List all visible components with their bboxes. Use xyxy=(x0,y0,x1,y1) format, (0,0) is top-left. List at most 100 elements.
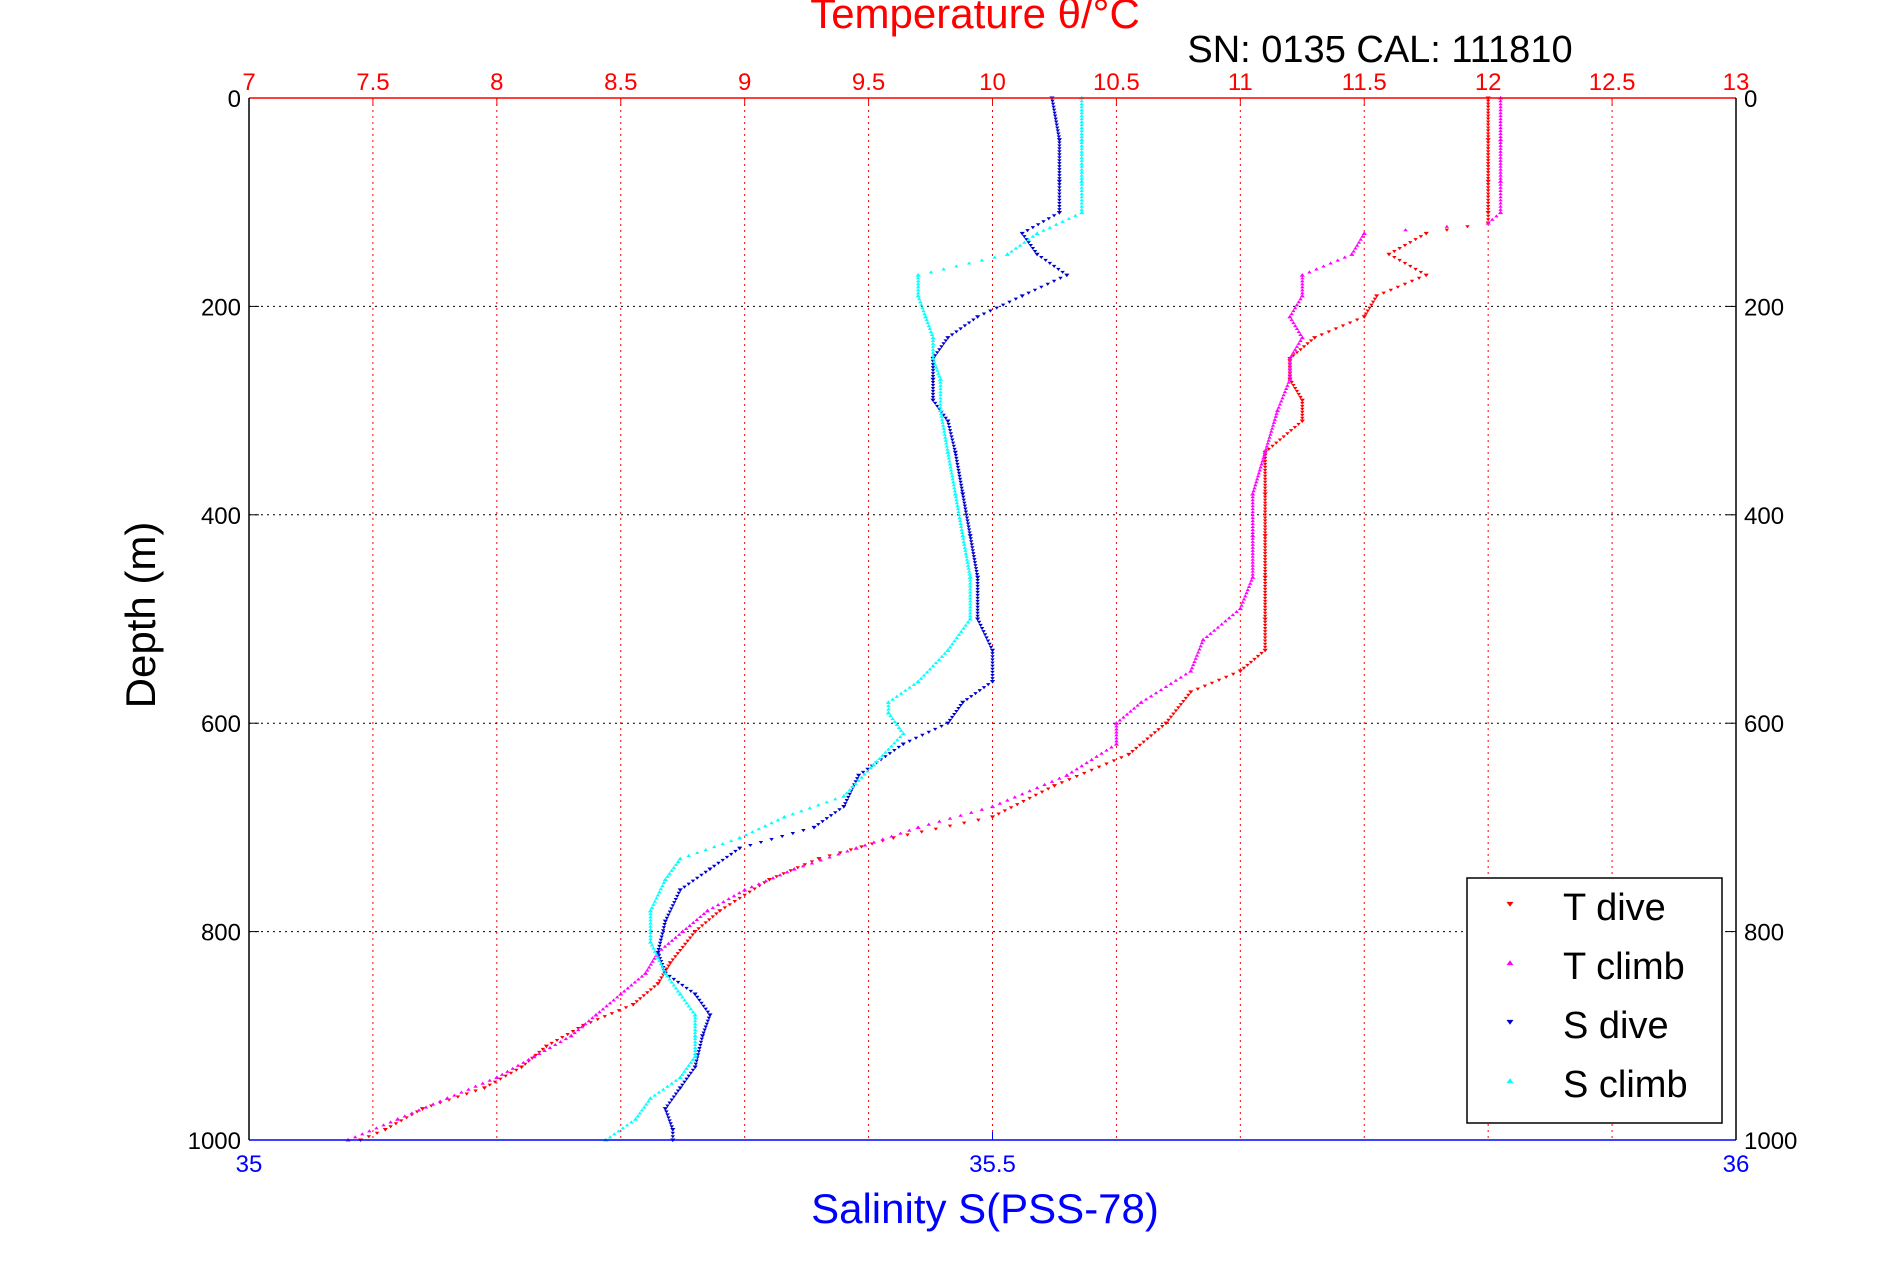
data-point xyxy=(1299,293,1305,298)
data-point xyxy=(975,575,981,580)
data-point xyxy=(630,1002,636,1007)
data-point xyxy=(1293,386,1298,391)
data-point xyxy=(705,1019,711,1023)
data-point xyxy=(977,689,982,693)
data-point xyxy=(660,929,666,933)
data-point xyxy=(1188,669,1194,673)
data-point xyxy=(1261,456,1266,460)
data-point xyxy=(970,549,976,553)
data-point xyxy=(1074,775,1079,779)
data-point xyxy=(694,1059,699,1063)
data-point xyxy=(675,859,681,863)
data-point xyxy=(1498,182,1503,186)
data-point xyxy=(997,801,1003,805)
data-point xyxy=(737,891,742,895)
data-point xyxy=(669,1098,674,1102)
data-point xyxy=(996,812,1001,816)
data-point xyxy=(673,986,679,990)
data-point xyxy=(1298,297,1303,301)
data-point xyxy=(1262,534,1268,538)
series-t-dive xyxy=(357,96,1491,1143)
data-point xyxy=(766,877,773,882)
data-point xyxy=(620,1126,626,1130)
data-point xyxy=(1293,347,1298,351)
data-point xyxy=(957,477,963,481)
data-point xyxy=(811,825,817,830)
data-point xyxy=(1117,718,1123,722)
data-point xyxy=(692,1022,698,1026)
data-point xyxy=(1354,318,1360,322)
data-point xyxy=(874,759,879,764)
data-point xyxy=(1402,261,1408,265)
data-point xyxy=(990,673,995,678)
data-point xyxy=(1262,498,1268,502)
data-point xyxy=(1294,344,1300,348)
data-point xyxy=(600,1007,606,1011)
data-point xyxy=(1248,660,1254,664)
data-point xyxy=(930,353,936,357)
data-point xyxy=(724,855,730,859)
data-point xyxy=(353,1135,358,1139)
data-point xyxy=(1057,159,1062,163)
data-point xyxy=(579,1025,585,1029)
data-point xyxy=(961,536,966,540)
data-point xyxy=(1485,123,1491,127)
data-point xyxy=(945,336,951,340)
data-point xyxy=(1141,740,1146,744)
data-point xyxy=(967,584,973,588)
data-point xyxy=(682,998,687,1002)
data-point xyxy=(941,426,946,430)
data-point xyxy=(949,435,954,439)
data-point xyxy=(515,1063,521,1067)
data-point xyxy=(1250,572,1255,576)
data-point xyxy=(1262,599,1268,603)
data-point xyxy=(1099,751,1104,755)
data-point xyxy=(586,1019,592,1023)
data-point xyxy=(965,563,971,567)
data-point xyxy=(688,989,694,993)
depth-tick-label-left: 200 xyxy=(201,294,241,321)
data-point xyxy=(1262,537,1268,541)
data-point xyxy=(1498,143,1503,147)
data-point xyxy=(635,1114,640,1118)
legend-label: T climb xyxy=(1563,946,1685,988)
data-point xyxy=(886,707,891,711)
data-point xyxy=(673,862,679,866)
data-point xyxy=(1277,402,1283,406)
data-point xyxy=(920,733,925,737)
data-point xyxy=(1039,790,1045,794)
data-point xyxy=(1498,161,1503,165)
data-point xyxy=(1288,429,1294,433)
data-point xyxy=(697,1046,702,1051)
data-point xyxy=(946,422,951,426)
data-point xyxy=(1022,235,1027,239)
data-point xyxy=(655,982,661,986)
data-point xyxy=(680,995,685,999)
data-point xyxy=(930,664,936,668)
data-point xyxy=(686,1063,691,1067)
data-point xyxy=(981,630,986,634)
data-point xyxy=(576,1028,581,1032)
data-point xyxy=(1340,324,1346,328)
data-point xyxy=(1250,527,1255,532)
data-point xyxy=(954,330,959,334)
data-point xyxy=(954,635,960,640)
data-point xyxy=(661,880,667,884)
data-point xyxy=(1490,217,1495,221)
data-point xyxy=(967,572,972,576)
data-point xyxy=(951,480,956,484)
data-point xyxy=(1497,179,1504,183)
data-point xyxy=(690,1057,696,1061)
data-point xyxy=(1050,99,1055,103)
data-point xyxy=(1342,255,1347,259)
data-point xyxy=(684,1077,689,1081)
salinity-tick-label: 36 xyxy=(1723,1151,1750,1178)
data-point xyxy=(1057,192,1062,196)
data-point xyxy=(526,1057,531,1061)
data-point xyxy=(749,885,754,889)
data-point xyxy=(892,719,897,724)
x-axis-label: Salinity S(PSS-78) xyxy=(811,1185,1159,1232)
data-point xyxy=(652,949,658,953)
data-point xyxy=(1485,156,1491,160)
data-point xyxy=(1298,338,1303,342)
